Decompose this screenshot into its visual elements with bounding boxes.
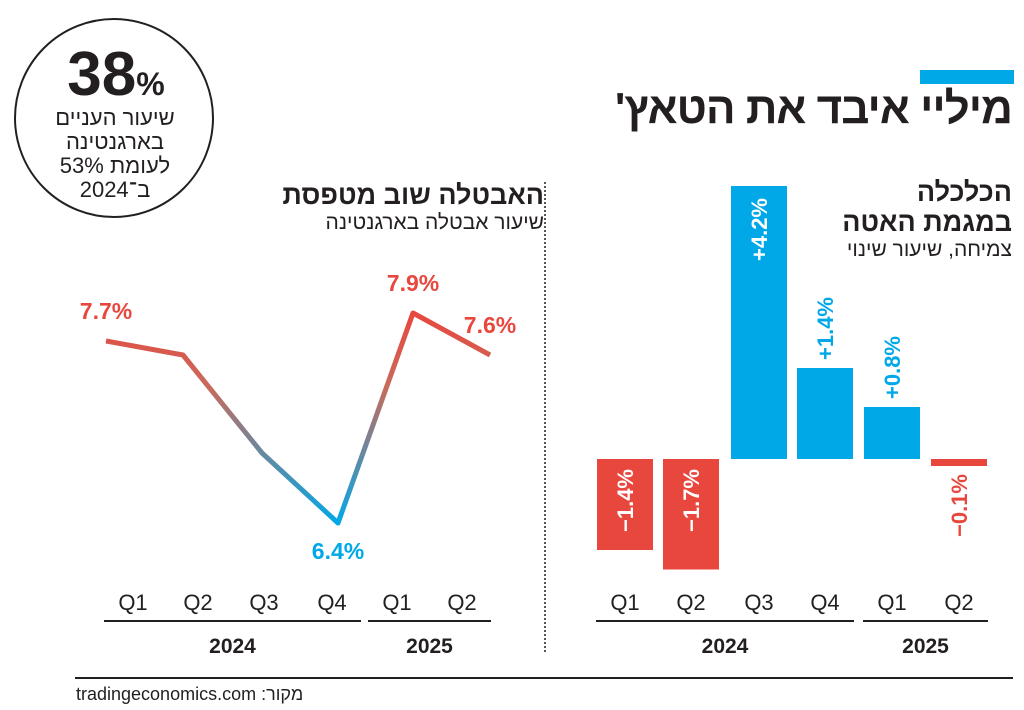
line-chart-subtitle: שיעור אבטלה בארגנטינה — [325, 211, 544, 234]
bar-chart: −1.4% −1.7% +4.2% +1.4% +0.8% −0.1% Q1 Q2 Q3 Q4 Q1… — [596, 186, 988, 658]
bottom-rule — [75, 677, 1013, 679]
bar — [864, 407, 920, 459]
line-data-label: 7.7% — [80, 298, 132, 324]
bar-data-label: +4.2% — [747, 198, 772, 261]
line-chart-header: האבטלה שוב מטפסת שיעור אבטלה בארגנטינה — [282, 180, 544, 235]
bar-axis-tick-label: Q1 — [610, 590, 639, 615]
bar-axis-group-label: 2025 — [902, 635, 949, 658]
line-axis-tick-label: Q4 — [317, 590, 346, 615]
line-axis-tick-label: Q3 — [249, 590, 278, 615]
line-axis-tick-label: Q2 — [447, 590, 476, 615]
callout-text: שיעור העניים בארגנטינה לעומת 53% ב־2024 — [20, 106, 210, 202]
bar-data-label: −0.1% — [947, 474, 972, 537]
bar-axis-tick-label: Q3 — [744, 590, 773, 615]
bar — [597, 459, 653, 550]
line-chart-title: האבטלה שוב מטפסת — [282, 180, 544, 210]
bar-axis-tick-label: Q1 — [877, 590, 906, 615]
line-axis-tick-label: Q2 — [183, 590, 212, 615]
source-note: מקור: tradingeconomics.com — [76, 684, 304, 704]
line-chart: 7.7% 6.4% 7.9% 7.6% Q1 Q2 Q3 Q4 Q1 Q2 2024 2025 — [80, 270, 516, 658]
bar-data-label: +0.8% — [880, 336, 905, 399]
line-series — [105, 310, 492, 526]
line-axis-tick-label: Q1 — [382, 590, 411, 615]
callout-line: בארגנטינה — [65, 129, 165, 154]
callout-line: שיעור העניים — [55, 105, 175, 130]
chart-divider — [544, 182, 546, 652]
callout-value: 38% — [16, 44, 216, 106]
bar-axis-group-label: 2024 — [702, 635, 749, 658]
line-axis-group-label: 2024 — [209, 635, 256, 658]
accent-bar — [920, 70, 1014, 84]
line-axis-group-label: 2025 — [406, 635, 453, 658]
callout-line: ב־2024 — [79, 177, 151, 202]
callout-circle: 38% — [14, 18, 214, 218]
line-data-label: 6.4% — [312, 538, 364, 564]
bar-data-label: −1.7% — [679, 469, 704, 532]
bar-data-label: +1.4% — [813, 297, 838, 360]
line-data-label: 7.9% — [387, 270, 439, 296]
line-data-label: 7.6% — [464, 312, 516, 338]
page-title: מיליי איבד את הטאץ' — [614, 84, 1013, 133]
callout-line: לעומת 53% — [59, 153, 171, 178]
bar-axis-tick-label: Q2 — [944, 590, 973, 615]
bar-axis-tick-label: Q2 — [676, 590, 705, 615]
bar — [931, 459, 987, 466]
bar-chart-header: הכלכלה במגמת האטה צמיחה, שיעור שינוי — [832, 177, 1012, 262]
bar — [731, 186, 787, 459]
callout-number: 38 — [67, 40, 137, 109]
callout-unit: % — [136, 66, 165, 102]
bar-data-label: −1.4% — [613, 469, 638, 532]
line-axis-tick-label: Q1 — [118, 590, 147, 615]
bar — [663, 459, 719, 570]
bar-chart-subtitle: צמיחה, שיעור שינוי — [846, 238, 1012, 261]
bar-axis-tick-label: Q4 — [810, 590, 839, 615]
bar — [797, 368, 853, 459]
bar-chart-title: הכלכלה במגמת האטה — [842, 177, 1012, 237]
